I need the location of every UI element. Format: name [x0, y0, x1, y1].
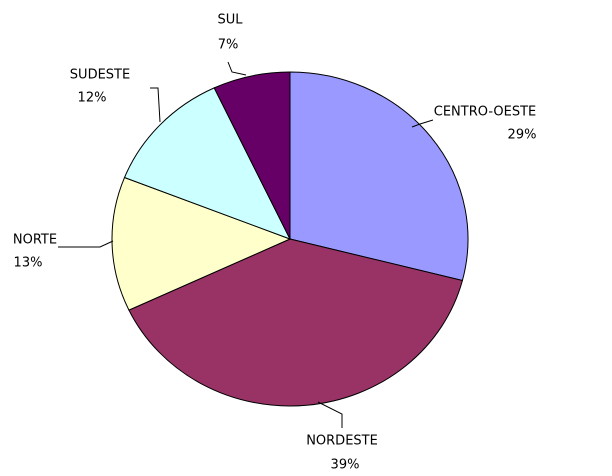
- slice-label: NORDESTE: [306, 434, 378, 449]
- slice-label: CENTRO-OESTE: [434, 105, 537, 120]
- leader-line: [411, 119, 434, 128]
- pie-slice: [128, 238, 464, 407]
- slice-label: NORTE: [13, 233, 57, 248]
- leader-line: [227, 61, 247, 76]
- leader-line: [150, 87, 161, 123]
- slice-value: 29%: [508, 128, 537, 143]
- pie-slice: [213, 71, 291, 240]
- slice-value: 39%: [331, 458, 360, 473]
- pie-slice: [111, 176, 292, 311]
- slice-label: SUDESTE: [70, 68, 130, 83]
- leader-line: [58, 240, 114, 248]
- slice-value: 12%: [78, 91, 107, 106]
- slice-value: 7%: [218, 38, 239, 53]
- leader-line: [317, 401, 343, 428]
- pie-slice: [123, 87, 292, 240]
- slice-label: SUL: [217, 13, 243, 28]
- pie-slice: [289, 71, 469, 282]
- slice-value: 13%: [14, 256, 43, 271]
